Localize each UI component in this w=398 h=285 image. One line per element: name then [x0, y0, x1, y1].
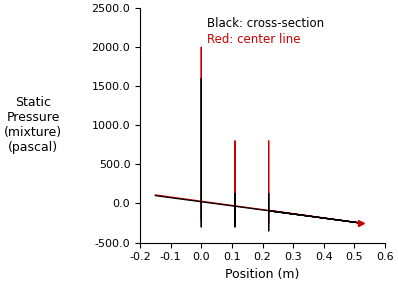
Text: Red: center line: Red: center line [207, 33, 301, 46]
Text: Black: cross-section: Black: cross-section [207, 17, 324, 30]
Y-axis label: Static
Pressure
(mixture)
(pascal): Static Pressure (mixture) (pascal) [4, 96, 62, 154]
X-axis label: Position (m): Position (m) [225, 268, 300, 281]
